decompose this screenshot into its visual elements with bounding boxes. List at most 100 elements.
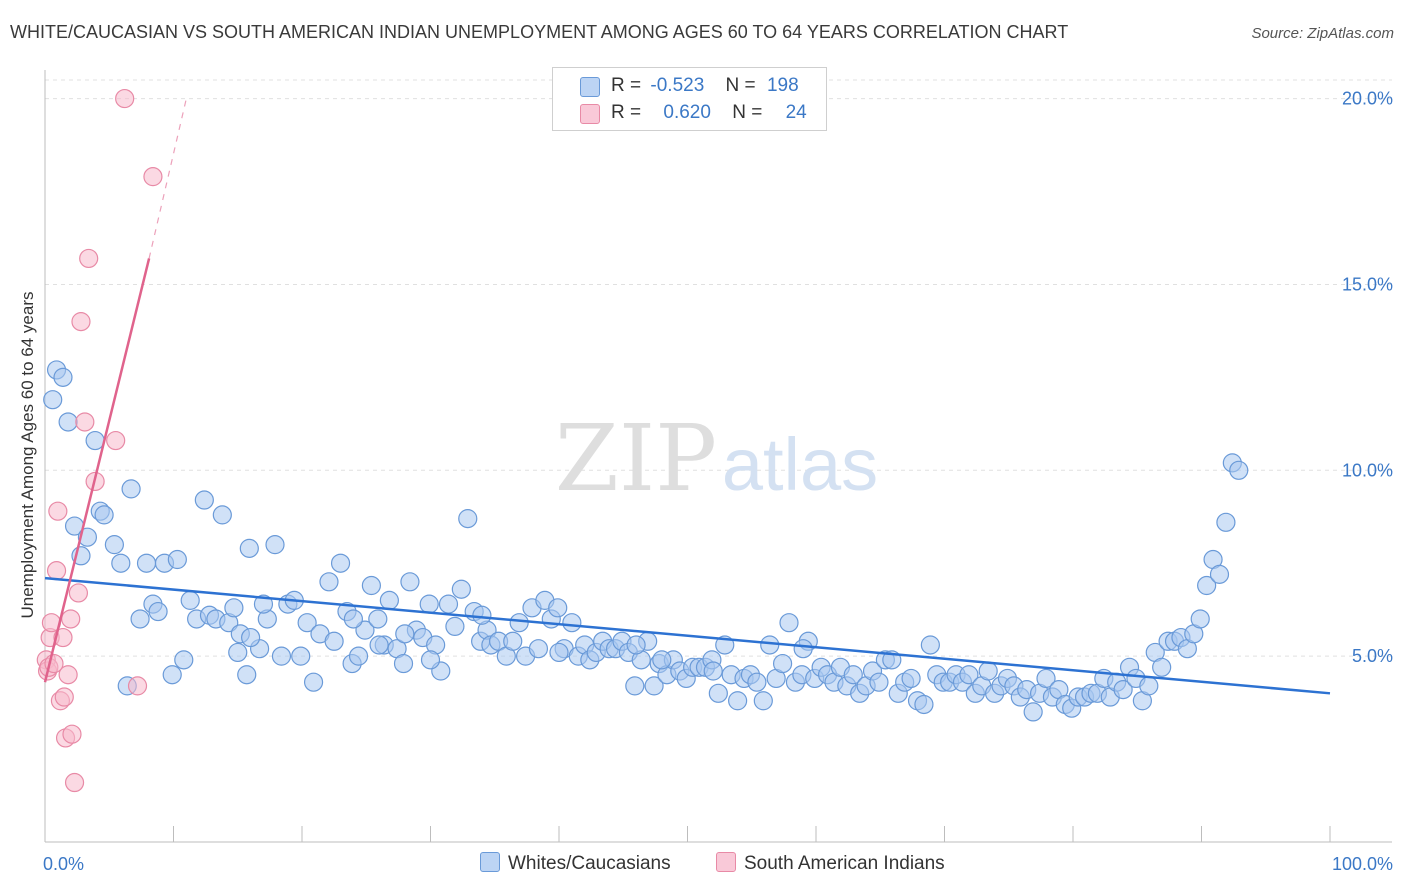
point-whites [1197, 575, 1217, 596]
bottom-legend-label-sai: South American Indians [744, 853, 945, 874]
point-whites [451, 579, 471, 599]
point-whites [708, 683, 728, 703]
point-whites [237, 665, 257, 685]
bottom-legend-whites: Whites/Caucasians [480, 852, 671, 875]
point-whites [548, 598, 568, 618]
point-whites [1229, 460, 1249, 480]
point-whites [271, 646, 292, 666]
point-sai [58, 665, 78, 685]
bottom-legend-label-whites: Whites/Caucasians [508, 853, 671, 874]
point-whites [978, 661, 998, 681]
legend-r-label-2: R = [611, 102, 642, 123]
point-whites [1023, 702, 1043, 722]
point-whites [369, 635, 389, 655]
x-tick-label: 100.0% [1332, 854, 1393, 874]
y-tick-label: 5.0% [1352, 646, 1393, 666]
point-sai [79, 248, 99, 269]
point-whites [793, 639, 813, 659]
point-whites [43, 390, 63, 410]
point-whites [393, 653, 414, 674]
legend-r-value-sai: 0.620 [663, 102, 711, 123]
point-whites [104, 535, 124, 555]
point-whites [111, 553, 131, 573]
point-whites [180, 590, 200, 610]
legend-swatch-whites [580, 77, 600, 97]
legend-n-value-whites: 198 [766, 75, 799, 96]
point-whites [1113, 679, 1133, 700]
point-whites [343, 609, 363, 629]
point-whites [303, 672, 324, 692]
point-sai [75, 412, 95, 432]
watermark-atlas: atlas [722, 423, 878, 506]
point-whites [1190, 609, 1210, 629]
point-sai [61, 609, 81, 629]
point-whites [330, 553, 351, 573]
y-tick-label: 15.0% [1342, 274, 1393, 294]
point-whites [652, 650, 672, 670]
bottom-legend-swatch-whites [480, 852, 500, 872]
series-south-american-indians [36, 88, 163, 793]
point-sai [68, 583, 89, 603]
x-tick-labels: 0.0% 100.0% [43, 854, 1393, 874]
point-whites [914, 694, 934, 715]
point-sai [115, 88, 135, 109]
point-whites [361, 575, 381, 596]
point-whites [420, 650, 441, 670]
y-tick-labels: 5.0% 10.0% 15.0% 20.0% [1342, 89, 1393, 667]
point-whites [625, 676, 645, 696]
point-whites [445, 616, 465, 637]
point-whites [239, 538, 259, 558]
point-sai [53, 627, 73, 648]
point-whites [194, 490, 214, 510]
correlation-legend: R = -0.523 N = 198 R = 0.620 N = 24 [552, 67, 827, 131]
grid-lines [45, 79, 1392, 657]
point-whites [58, 412, 78, 432]
point-whites [224, 598, 244, 618]
point-whites [174, 650, 194, 670]
point-whites [297, 613, 317, 633]
source-label: Source: ZipAtlas.com [1251, 25, 1394, 42]
y-tick-label: 20.0% [1342, 89, 1393, 109]
point-whites [85, 430, 105, 451]
point-whites [1216, 512, 1236, 532]
bottom-legend-swatch-sai [716, 852, 736, 872]
point-whites [1036, 668, 1056, 689]
legend-n-value-sai: 24 [785, 102, 807, 123]
legend-r-value-whites: -0.523 [650, 75, 705, 96]
point-whites [148, 601, 168, 622]
trend-line-sai [43, 258, 151, 683]
legend-r-label: R = [611, 75, 642, 96]
point-whites [167, 549, 187, 570]
point-sai [64, 772, 85, 793]
point-whites [901, 668, 921, 689]
point-whites [760, 635, 780, 655]
point-whites [136, 553, 157, 573]
point-whites [53, 367, 73, 387]
point-whites [753, 691, 773, 711]
legend-swatch-sai [580, 104, 600, 124]
point-sai [127, 676, 148, 696]
point-whites [348, 646, 369, 666]
legend-n-label: N = [725, 75, 756, 96]
point-whites [121, 479, 141, 499]
point-whites [747, 672, 767, 692]
point-whites [772, 653, 793, 674]
point-whites [379, 590, 399, 610]
point-whites [843, 665, 863, 685]
point-whites [1209, 564, 1230, 584]
point-sai [54, 687, 74, 707]
watermark: ZIP atlas [555, 405, 878, 512]
point-whites [1139, 676, 1159, 696]
point-whites [920, 635, 940, 655]
point-whites [644, 676, 664, 696]
watermark-zip: ZIP [555, 405, 717, 512]
point-whites [779, 613, 799, 633]
point-whites [438, 594, 459, 614]
point-whites [549, 642, 569, 663]
point-whites [253, 594, 274, 614]
point-whites [291, 646, 311, 666]
point-whites [472, 605, 492, 625]
point-whites [959, 665, 979, 685]
point-whites [1152, 657, 1172, 677]
